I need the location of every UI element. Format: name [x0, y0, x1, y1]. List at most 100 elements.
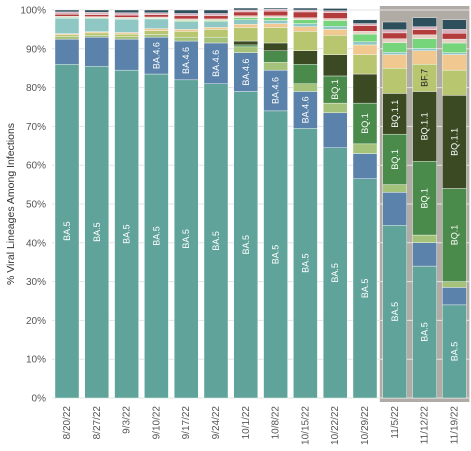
bar-segment [84, 12, 110, 15]
bar-stack: BA.5 [54, 9, 80, 399]
bar-segment [114, 36, 139, 40]
segment-label: BA.4.6 [271, 77, 281, 104]
bar-segment [233, 17, 259, 20]
bar-segment [233, 27, 259, 42]
segment-label: BA.5 [271, 245, 281, 265]
bar-segment [352, 102, 378, 145]
bar-segment [412, 34, 437, 39]
bar-segment [263, 15, 288, 18]
bar-segment [382, 38, 407, 43]
bar-segment [293, 17, 318, 20]
bar-segment [412, 17, 437, 27]
bar-segment [293, 26, 318, 32]
bar-segment [323, 8, 348, 11]
segment-label: BA.5 [360, 279, 370, 299]
bar-segment [293, 91, 318, 129]
y-tick-label: 50% [26, 200, 46, 211]
bar-segment [144, 14, 169, 18]
bar-stack: BA.5 BA.4.6 [263, 7, 288, 399]
bar-segment [84, 36, 110, 67]
bar-segment [382, 93, 407, 135]
bar-segment [293, 128, 318, 399]
bar-segment [203, 42, 229, 84]
bar-segment [382, 184, 407, 193]
bar-segment [203, 15, 229, 20]
x-tick-label: 8/27/22 [92, 406, 103, 440]
bar-segment [263, 110, 288, 399]
bar-segment [323, 29, 348, 36]
bar-segment [203, 18, 229, 21]
y-tick-label: 0% [32, 394, 47, 405]
bar-segment [233, 19, 259, 25]
bar-segment [412, 48, 437, 51]
bar-segment [54, 17, 80, 34]
segment-label: BQ.1 [330, 79, 340, 100]
bar-segment [144, 36, 169, 75]
segment-label: BQ.1.1 [390, 100, 400, 128]
segment-label: BQ.1 [360, 113, 370, 134]
bar-segment [442, 52, 467, 55]
y-tick-label: 90% [26, 44, 46, 55]
bar-segment [442, 54, 467, 71]
bar-segment [293, 19, 318, 24]
segment-label: BA.4.6 [181, 47, 191, 74]
y-tick-label: 30% [26, 277, 46, 288]
bar-segment [263, 42, 288, 51]
bar-segment [114, 12, 139, 16]
bar-segment [54, 11, 80, 15]
segment-label: BA.5 [92, 222, 102, 242]
x-tick-label: 11/12/22 [420, 406, 431, 445]
bar-segment [382, 21, 407, 30]
bar-stack: BA.5 BA.4.6 [203, 9, 229, 399]
segment-label: BA.5 [241, 235, 251, 255]
bar-segment [412, 38, 437, 49]
y-axis-label: % Viral Lineages Among Infections [5, 123, 17, 285]
bar-segment [173, 31, 199, 38]
x-tick-label: 9/17/22 [181, 406, 192, 440]
x-tick-label: 8/20/22 [62, 406, 73, 440]
bar-segment [293, 31, 318, 51]
bar-segment [382, 32, 407, 39]
bar-segment [114, 19, 139, 33]
x-tick-label: 11/19/22 [449, 406, 460, 445]
bar-segment [412, 242, 437, 267]
bar-stack: BA.5 [84, 9, 110, 399]
y-tick-label: 20% [26, 316, 46, 327]
bar-segment [382, 29, 407, 34]
segment-label: BA.4.6 [300, 96, 310, 123]
bar-segment [173, 13, 199, 17]
bar-segment [233, 44, 259, 48]
bar-segment [173, 18, 199, 21]
bar-segment [382, 225, 407, 399]
bar-segment [263, 17, 288, 21]
bar-segment [323, 102, 348, 114]
bar-segment [114, 9, 139, 13]
segment-label: BA.5 [449, 342, 459, 362]
y-tick-label: 100% [20, 6, 46, 17]
bar-segment [84, 32, 110, 36]
bar-stack: BA.5 BQ.1 BQ.1.1 BF.7 [412, 17, 437, 399]
bar-segment [144, 28, 169, 31]
bar-segment [84, 35, 110, 38]
segment-label: BA.5 [122, 224, 132, 244]
bar-segment [412, 161, 437, 236]
bar-segment [352, 41, 378, 46]
bar-segment [442, 304, 467, 399]
x-tick-label: 9/10/22 [151, 406, 162, 440]
segment-label: BA.5 [330, 263, 340, 283]
segment-label: BA.5 [211, 231, 221, 251]
bar-stack: BA.5 BA.4.6 [144, 9, 169, 399]
bar-segment [233, 7, 259, 11]
segment-label: BA.5 [62, 221, 72, 241]
bar-segment [263, 50, 288, 63]
bar-segment [114, 38, 139, 71]
bar-stack: BA.5 BA.4.6 [173, 9, 199, 399]
bar-segment [293, 9, 318, 13]
y-tick-label: 40% [26, 238, 46, 249]
bar-segment [54, 36, 80, 40]
bar-segment [293, 50, 318, 65]
bar-segment [233, 24, 259, 28]
segment-label: BA.4.6 [151, 42, 161, 69]
bar-segment [114, 32, 139, 35]
bar-segment [144, 73, 169, 399]
